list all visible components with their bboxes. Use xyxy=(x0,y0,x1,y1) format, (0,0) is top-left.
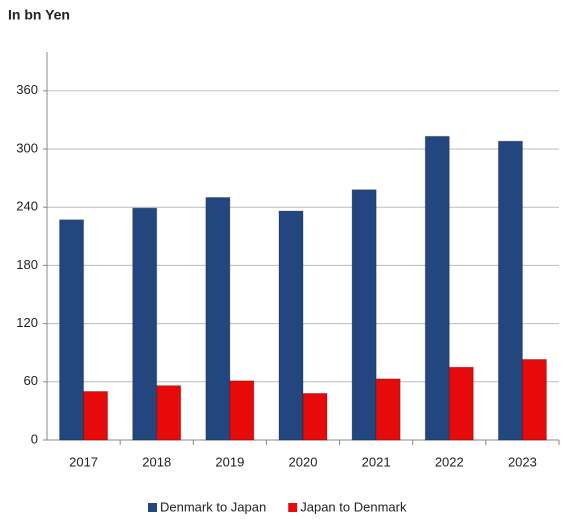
legend-swatch xyxy=(148,503,157,512)
bar xyxy=(132,207,158,441)
x-tick-label: 2020 xyxy=(289,454,318,469)
x-tick-label: 2019 xyxy=(215,454,244,469)
legend-swatch xyxy=(288,503,298,512)
x-tick-label: 2018 xyxy=(142,454,171,469)
chart-title: In bn Yen xyxy=(8,7,70,23)
bar xyxy=(448,366,474,441)
y-tick-label: 60 xyxy=(24,373,38,388)
bar xyxy=(302,392,328,441)
y-tick-label: 300 xyxy=(16,140,38,155)
y-tick-label: 360 xyxy=(16,82,38,97)
legend-label: Japan to Denmark xyxy=(300,499,407,514)
bar xyxy=(278,210,304,441)
bar xyxy=(497,140,523,441)
bar xyxy=(424,135,450,441)
x-tick-label: 2017 xyxy=(69,454,98,469)
x-tick-label: 2022 xyxy=(435,454,464,469)
bar xyxy=(375,378,401,441)
x-tick-label: 2023 xyxy=(508,454,537,469)
bar xyxy=(59,219,85,441)
bar xyxy=(205,197,231,441)
y-tick-label: 240 xyxy=(16,199,38,214)
bar xyxy=(229,380,255,441)
y-tick-label: 120 xyxy=(16,315,38,330)
bar xyxy=(351,189,377,441)
x-tick-label: 2021 xyxy=(362,454,391,469)
bar xyxy=(83,391,109,441)
legend-label: Denmark to Japan xyxy=(160,499,266,514)
bar xyxy=(521,358,547,441)
y-tick-label: 180 xyxy=(16,257,38,272)
y-tick-label: 0 xyxy=(31,431,38,446)
bar xyxy=(156,385,182,441)
